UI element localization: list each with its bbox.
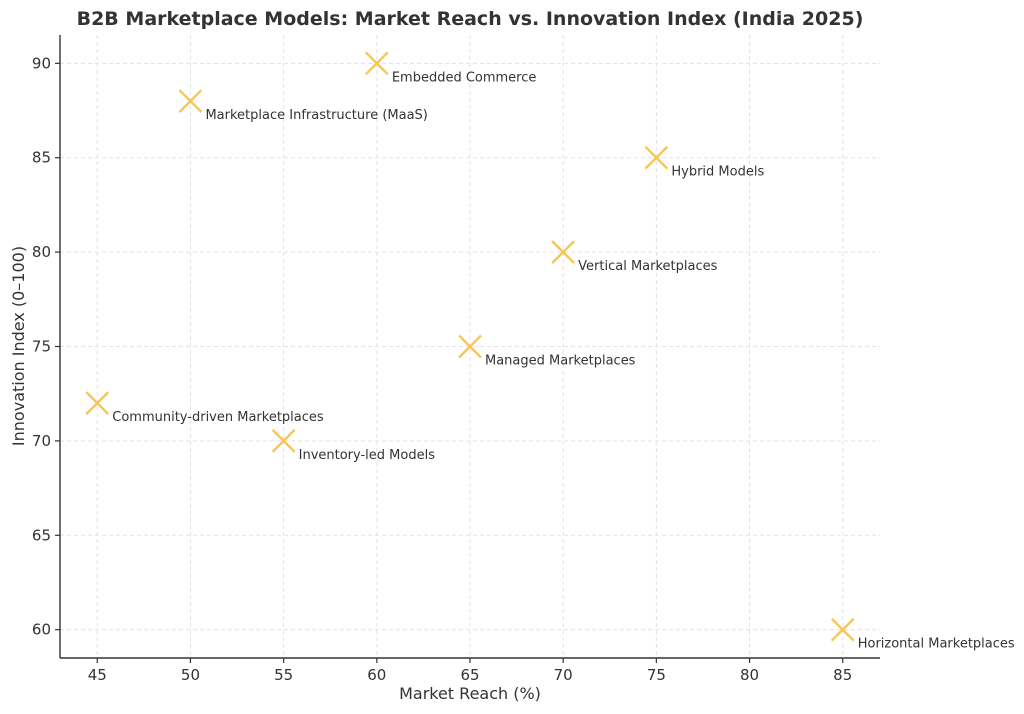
y-tick-label: 80 <box>32 243 51 261</box>
chart-title: B2B Marketplace Models: Market Reach vs.… <box>77 8 864 30</box>
x-axis-label: Market Reach (%) <box>399 684 541 703</box>
y-axis-label: Innovation Index (0–100) <box>9 246 28 446</box>
marker-stroke <box>551 240 576 264</box>
marker-stroke <box>364 51 389 76</box>
marker-stroke <box>85 391 110 415</box>
x-tick-label: 85 <box>833 666 852 684</box>
data-point-marker <box>178 89 203 113</box>
y-tick-label: 75 <box>32 338 51 356</box>
data-point-marker <box>364 51 389 76</box>
data-point-marker <box>644 145 669 170</box>
data-point-label: Horizontal Marketplaces <box>858 637 1015 652</box>
x-tick-label: 50 <box>181 666 200 684</box>
marker-stroke <box>271 429 296 453</box>
data-point-label: Marketplace Infrastructure (MaaS) <box>205 108 427 123</box>
x-tick-label: 65 <box>460 666 479 684</box>
x-tick-label: 70 <box>554 666 573 684</box>
data-point-marker <box>551 240 576 264</box>
data-point-marker <box>458 334 482 359</box>
y-tick-label: 70 <box>32 432 51 450</box>
marker-stroke <box>830 617 855 642</box>
y-tick-label: 60 <box>32 621 51 639</box>
ticks: 45 50 55 60 65 70 75 80 85 60 65 70 75 80 85 90 <box>32 54 852 684</box>
data-point-marker <box>830 617 855 642</box>
data-point-label: Embedded Commerce <box>392 70 537 85</box>
data-point-label: Hybrid Models <box>671 165 764 180</box>
x-tick-label: 80 <box>740 666 759 684</box>
marker-stroke <box>458 334 482 359</box>
x-tick-label: 60 <box>367 666 386 684</box>
data-point-label: Community-driven Marketplaces <box>112 410 324 425</box>
data-point-label: Inventory-led Models <box>299 448 436 463</box>
data-points <box>85 51 855 642</box>
data-point-label: Vertical Marketplaces <box>578 259 717 274</box>
data-point-marker <box>271 429 296 453</box>
data-point-marker <box>85 391 110 415</box>
data-point-label: Managed Marketplaces <box>485 354 636 369</box>
marker-stroke <box>178 89 203 113</box>
marker-stroke <box>644 145 669 170</box>
y-tick-label: 65 <box>32 526 51 544</box>
y-tick-label: 85 <box>32 149 51 167</box>
y-tick-label: 90 <box>32 54 51 72</box>
x-tick-label: 55 <box>274 666 293 684</box>
point-labels: Embedded Commerce Marketplace Infrastruct… <box>112 70 1015 651</box>
x-tick-label: 45 <box>88 666 107 684</box>
x-tick-label: 75 <box>647 666 666 684</box>
